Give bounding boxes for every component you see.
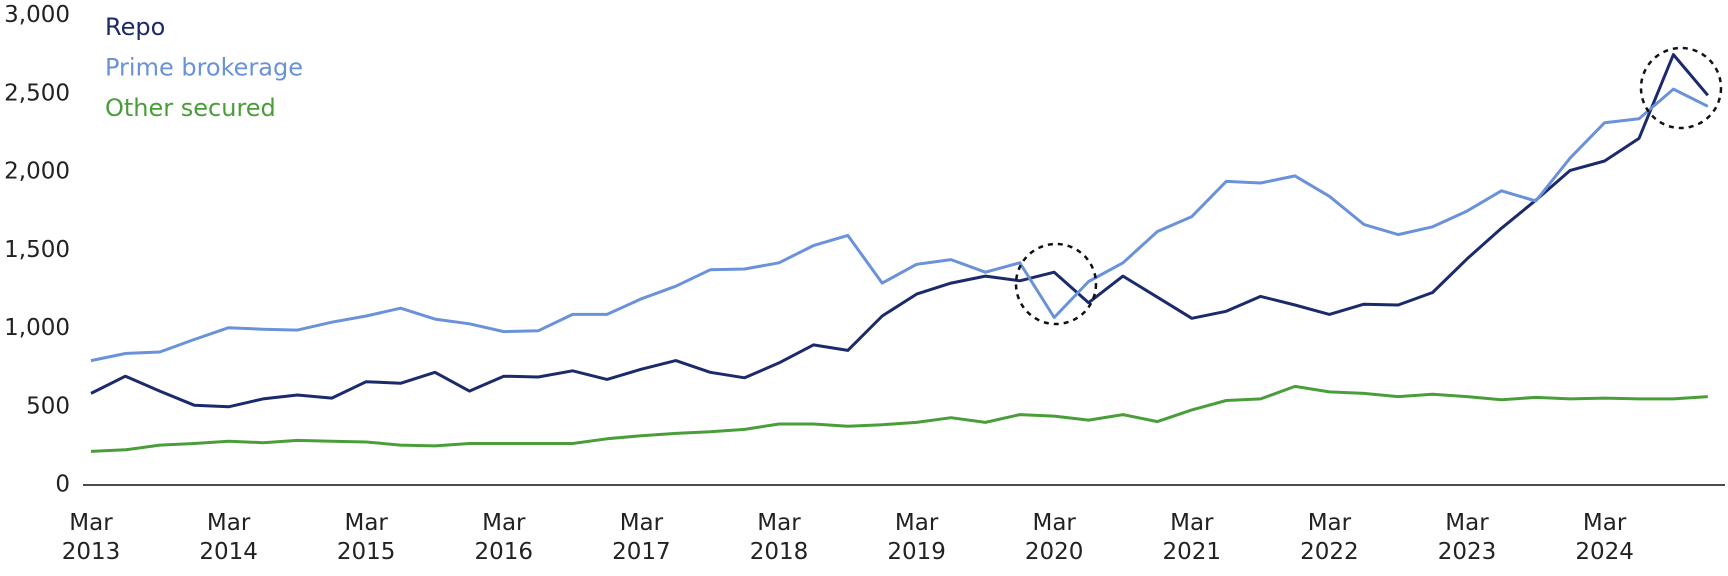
x-tick-label: Mar 2013 bbox=[61, 510, 121, 565]
y-tick-label: 3,000 bbox=[4, 2, 70, 28]
x-tick-label: Mar 2019 bbox=[887, 510, 946, 565]
y-tick-label: 2,500 bbox=[4, 80, 70, 106]
line bbox=[90, 87, 1709, 363]
line bbox=[90, 53, 1709, 409]
x-tick-label: Mar 2018 bbox=[749, 510, 809, 565]
y-tick-label: 2,000 bbox=[4, 159, 70, 185]
y-tick-label: 500 bbox=[26, 393, 70, 419]
highlight-circle bbox=[1014, 242, 1098, 326]
legend-entry: Other secured bbox=[105, 94, 276, 122]
y-tick-label: 1,500 bbox=[4, 237, 70, 263]
y-tick-label: 1,000 bbox=[4, 315, 70, 341]
x-tick-label: Mar 2014 bbox=[199, 510, 258, 565]
x-tick-label: Mar 2023 bbox=[1437, 510, 1497, 565]
x-tick-label: Mar 2017 bbox=[612, 510, 671, 565]
y-tick-label: 0 bbox=[55, 472, 70, 498]
x-tick-label: Mar 2022 bbox=[1300, 510, 1359, 565]
legend-entry: Prime brokerage bbox=[105, 54, 303, 82]
x-tick-label: Mar 2024 bbox=[1575, 510, 1634, 565]
legend-entry: Repo bbox=[105, 13, 165, 41]
x-tick-label: Mar 2021 bbox=[1162, 510, 1222, 565]
highlight-circle bbox=[1639, 46, 1723, 130]
x-tick-label: Mar 2016 bbox=[474, 510, 534, 565]
x-tick-label: Mar 2015 bbox=[336, 510, 396, 565]
line bbox=[90, 384, 1708, 453]
x-tick-label: Mar 2020 bbox=[1024, 510, 1084, 565]
